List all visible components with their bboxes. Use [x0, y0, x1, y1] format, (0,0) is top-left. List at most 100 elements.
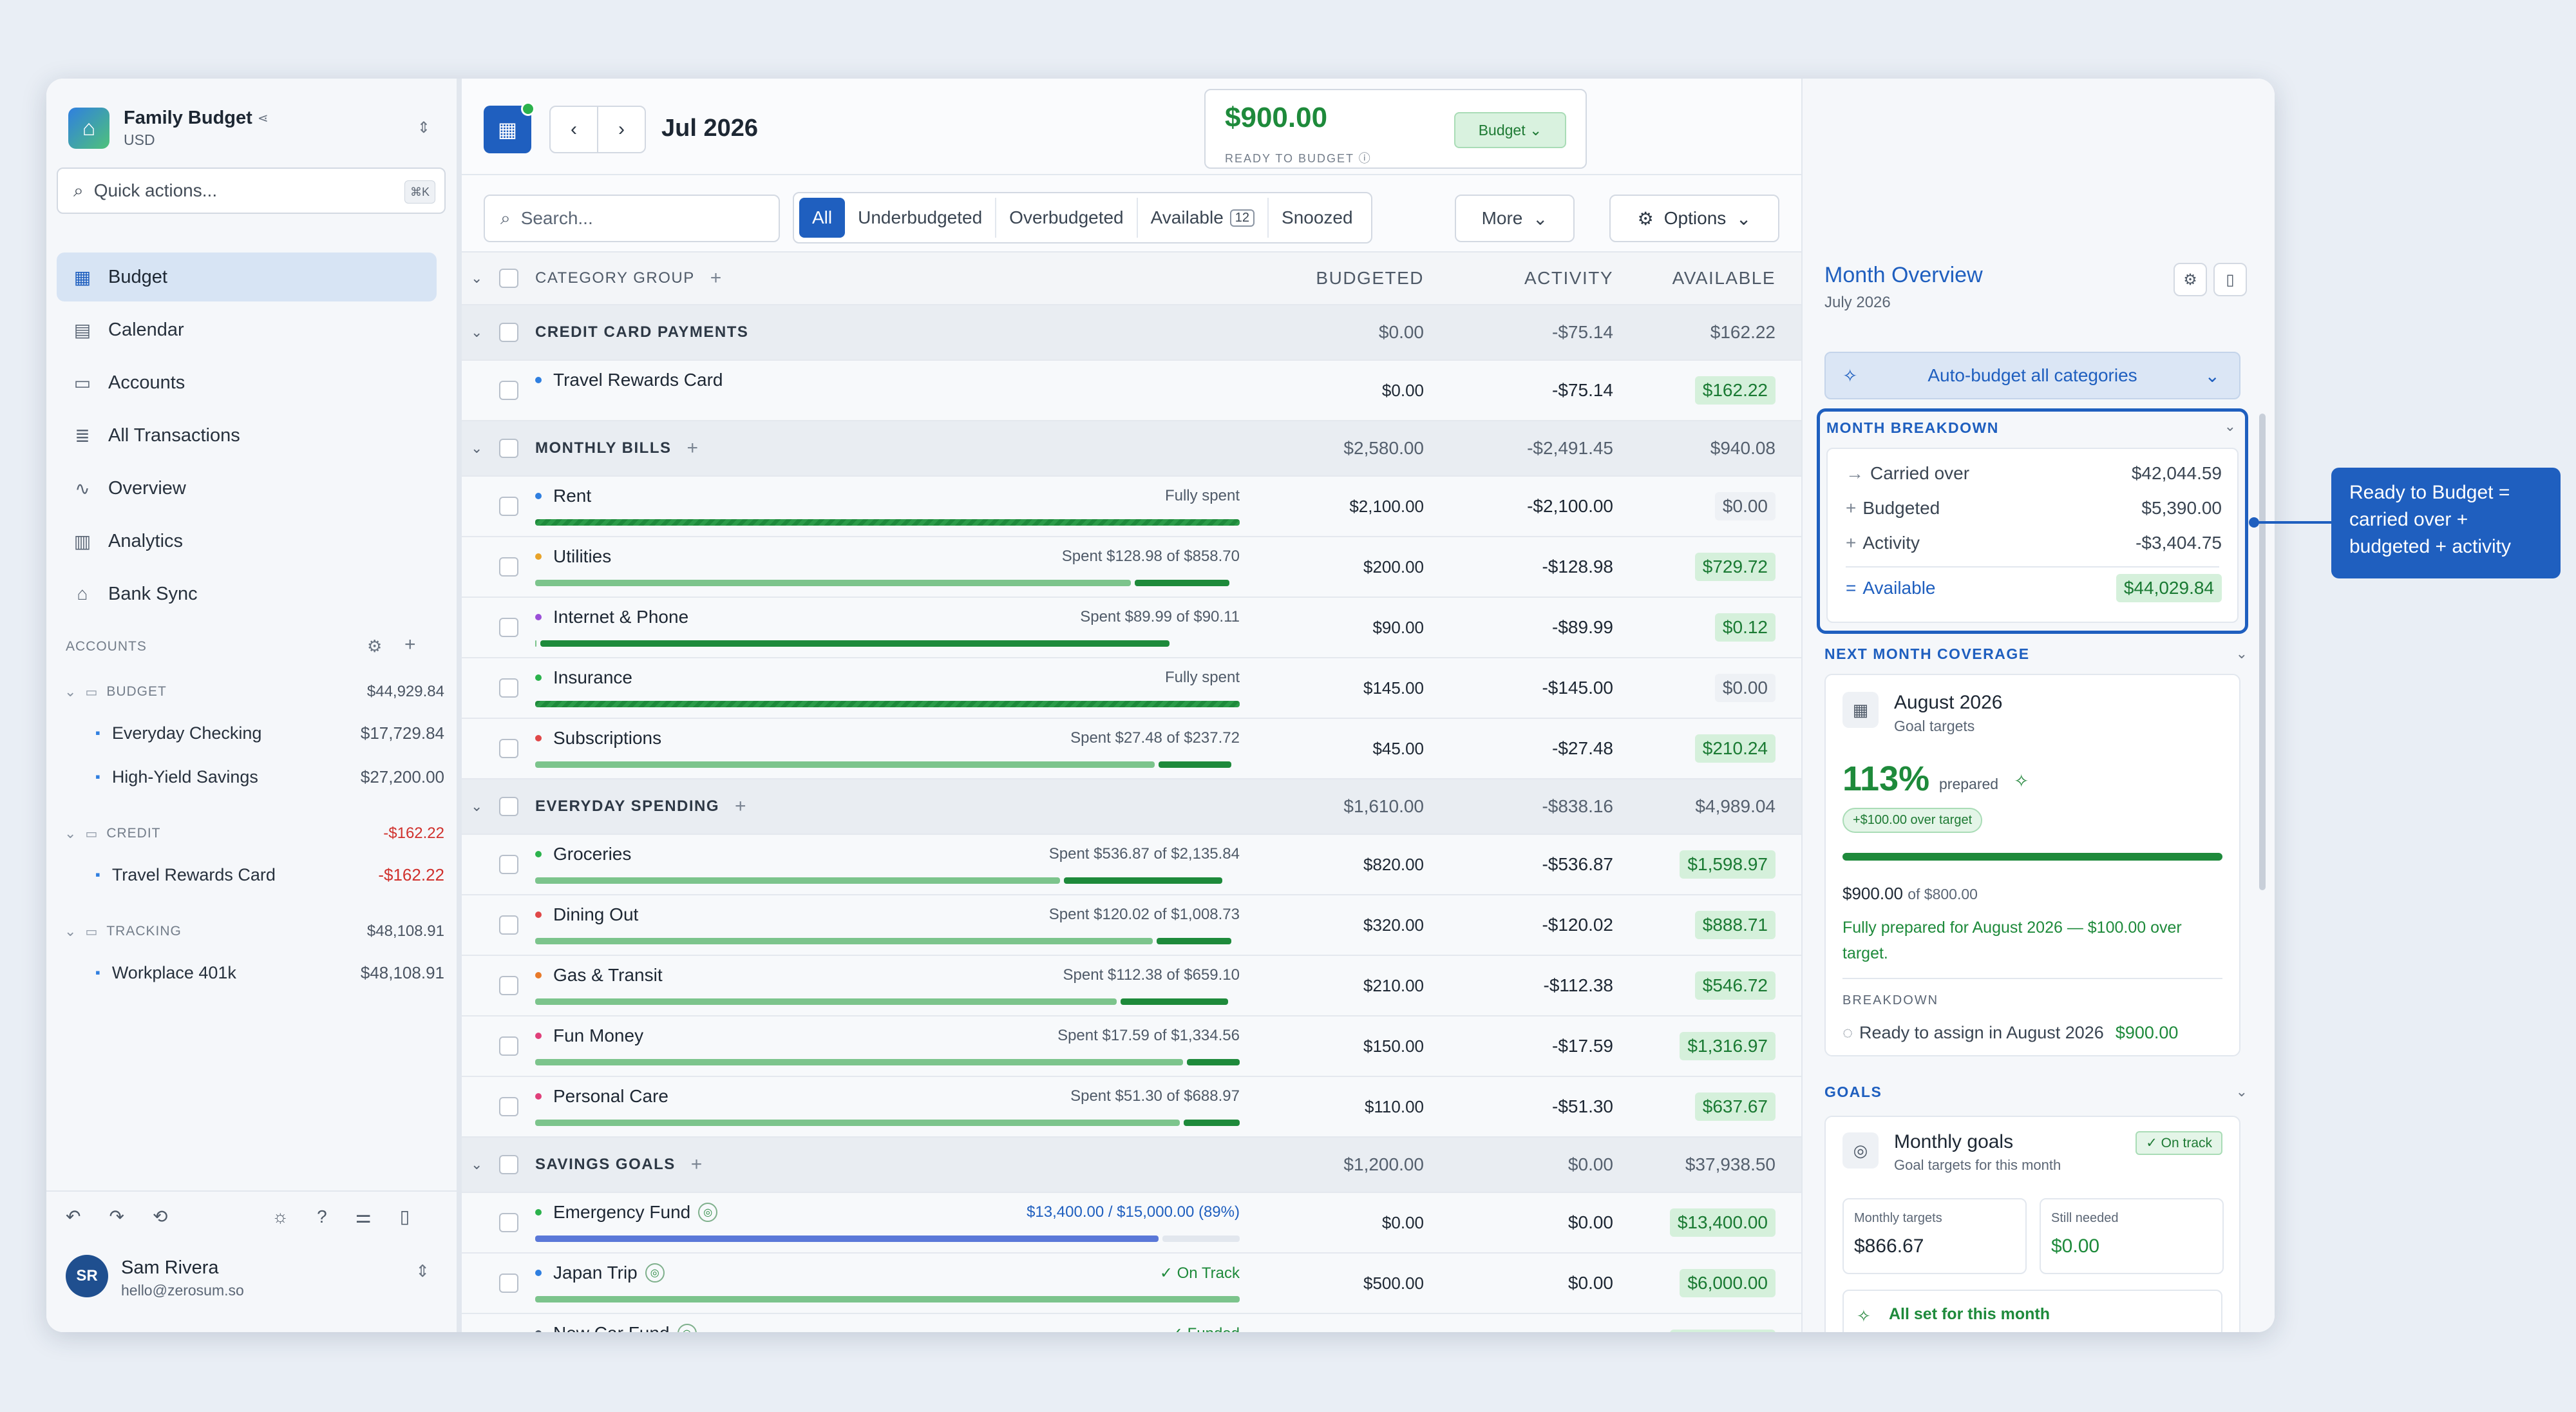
filter-snoozed[interactable]: Snoozed	[1282, 207, 1353, 227]
header-budgeted[interactable]: BUDGETED	[1316, 268, 1424, 288]
sidebar-item-bank-sync[interactable]: ⌂ Bank Sync	[57, 569, 437, 618]
category-checkbox[interactable]	[499, 976, 518, 995]
category-name[interactable]: Subscriptions	[535, 728, 661, 749]
available-pill[interactable]: $729.72	[1694, 553, 1776, 581]
avatar[interactable]: SR	[66, 1255, 108, 1297]
category-budgeted[interactable]: $0.00	[1269, 1193, 1424, 1252]
add-group-icon[interactable]: +	[710, 267, 723, 289]
theme-icon[interactable]: ☼	[272, 1206, 289, 1226]
account-group-tracking[interactable]: ⌄ ▭ TRACKING $48,108.91	[64, 917, 444, 946]
budget-button[interactable]: Budget ⌄	[1454, 112, 1566, 148]
category-budgeted[interactable]: $45.00	[1269, 719, 1424, 778]
available-pill[interactable]: $0.12	[1714, 613, 1776, 642]
category-name[interactable]: Rent	[535, 486, 591, 506]
group-checkbox[interactable]	[499, 323, 518, 342]
chevron-down-icon[interactable]: ⌄	[2235, 645, 2248, 662]
account-item[interactable]: ▪ Workplace 401k $48,108.91	[64, 959, 444, 987]
filter-underbudgeted[interactable]: Underbudgeted	[845, 198, 997, 238]
category-row[interactable]: Dining Out Spent $120.02 of $1,008.73 $320…	[462, 895, 1801, 956]
category-budgeted[interactable]: $110.00	[1269, 1077, 1424, 1136]
category-checkbox[interactable]	[499, 1097, 518, 1116]
available-pill[interactable]: $162.22	[1694, 376, 1776, 405]
panel-scrollbar[interactable]	[2259, 414, 2266, 890]
group-checkbox[interactable]	[499, 1155, 518, 1174]
calendar-button[interactable]: ▦	[484, 102, 535, 153]
auto-budget-button[interactable]: ✧ Auto-budget all categories ⌄	[1824, 352, 2240, 399]
info-icon[interactable]: ⓘ	[1358, 152, 1372, 165]
category-checkbox[interactable]	[499, 915, 518, 935]
account-item[interactable]: ▪ High-Yield Savings $27,200.00	[64, 763, 444, 791]
add-account-icon[interactable]: +	[404, 634, 416, 655]
category-budgeted[interactable]: $150.00	[1269, 1016, 1424, 1076]
category-name[interactable]: New Car Fund ◎	[535, 1323, 697, 1332]
category-budgeted[interactable]: $210.00	[1269, 956, 1424, 1015]
category-row[interactable]: Gas & Transit Spent $112.38 of $659.10 $21…	[462, 956, 1801, 1016]
share-icon[interactable]: ⋖	[257, 111, 269, 126]
sidebar-item-overview[interactable]: ∿ Overview	[57, 464, 437, 513]
category-checkbox[interactable]	[499, 557, 518, 577]
category-checkbox[interactable]	[499, 739, 518, 758]
category-name[interactable]: Gas & Transit	[535, 965, 663, 986]
account-item[interactable]: ▪ Everyday Checking $17,729.84	[64, 719, 444, 747]
chevron-down-icon[interactable]: ⌄	[2235, 1083, 2248, 1100]
available-pill[interactable]: $888.71	[1694, 911, 1776, 939]
available-pill[interactable]: $1,598.97	[1680, 850, 1776, 879]
panel-settings-button[interactable]: ⚙	[2174, 263, 2207, 296]
add-category-icon[interactable]: +	[735, 796, 748, 817]
chevron-down-icon[interactable]: ⌄	[471, 1156, 483, 1172]
sidebar-item-budget[interactable]: ▦ Budget	[57, 253, 437, 301]
available-pill[interactable]: $210.24	[1694, 734, 1776, 763]
select-all-checkbox[interactable]	[499, 269, 518, 288]
category-name[interactable]: Travel Rewards Card	[535, 370, 723, 390]
add-category-icon[interactable]: +	[690, 1154, 703, 1175]
category-checkbox[interactable]	[499, 855, 518, 874]
category-row[interactable]: Groceries Spent $536.87 of $2,135.84 $820.…	[462, 835, 1801, 895]
collapse-all-icon[interactable]: ⌄	[471, 270, 483, 286]
category-checkbox[interactable]	[499, 1274, 518, 1293]
undo-icon[interactable]: ↶	[66, 1207, 81, 1226]
category-checkbox[interactable]	[499, 497, 518, 516]
category-name[interactable]: Insurance	[535, 667, 632, 688]
sidebar-item-all-transactions[interactable]: ≣ All Transactions	[57, 411, 437, 460]
category-name[interactable]: Personal Care	[535, 1086, 668, 1107]
chevron-updown-icon[interactable]: ⇕	[415, 1261, 430, 1281]
available-pill[interactable]: $0.00	[1714, 492, 1776, 520]
account-item[interactable]: ▪ Travel Rewards Card -$162.22	[64, 861, 444, 889]
options-button[interactable]: ⚙ Options ⌄	[1609, 195, 1779, 242]
prev-month-button[interactable]: ‹	[549, 106, 598, 153]
sidebar-toggle-icon[interactable]: ▯	[399, 1207, 410, 1226]
available-pill[interactable]: $6,000.00	[1680, 1269, 1776, 1297]
available-pill[interactable]: $637.67	[1694, 1092, 1776, 1121]
category-name[interactable]: Japan Trip ◎	[535, 1263, 665, 1283]
sidebar-item-accounts[interactable]: ▭ Accounts	[57, 358, 437, 407]
header-available[interactable]: AVAILABLE	[1672, 268, 1776, 288]
category-budgeted[interactable]: $145.00	[1269, 658, 1424, 718]
group-row[interactable]: ⌄ CREDIT CARD PAYMENTS $0.00 -$75.14 $162.22	[462, 305, 1801, 361]
account-group-credit[interactable]: ⌄ ▭ CREDIT -$162.22	[64, 819, 444, 848]
more-button[interactable]: More ⌄	[1455, 195, 1575, 242]
category-checkbox[interactable]	[499, 381, 518, 400]
category-budgeted[interactable]: $320.00	[1269, 895, 1424, 955]
category-name[interactable]: Fun Money	[535, 1026, 643, 1046]
header-activity[interactable]: ACTIVITY	[1524, 268, 1613, 288]
category-row[interactable]: Internet & Phone Spent $89.99 of $90.11 $9…	[462, 598, 1801, 658]
sidebar-item-analytics[interactable]: ▥ Analytics	[57, 517, 437, 566]
available-pill[interactable]: $18,538.50	[1669, 1330, 1776, 1332]
available-pill[interactable]: $546.72	[1694, 971, 1776, 1000]
category-budgeted[interactable]: $820.00	[1269, 835, 1424, 894]
next-month-button[interactable]: ›	[597, 106, 646, 153]
available-pill[interactable]: $13,400.00	[1669, 1208, 1776, 1237]
category-row[interactable]: Insurance Fully spent $145.00 -$145.00 $0.00	[462, 658, 1801, 719]
chevron-down-icon[interactable]: ⌄	[471, 324, 483, 340]
sliders-icon[interactable]: ⚌	[355, 1207, 372, 1226]
quick-actions-input[interactable]: ⌕ Quick actions... ⌘K	[57, 167, 446, 214]
category-row[interactable]: Rent Fully spent $2,100.00 -$2,100.00 $0.00	[462, 477, 1801, 537]
category-row[interactable]: Japan Trip ◎ ✓ On Track $500.00 $0.00 $6,000.…	[462, 1254, 1801, 1314]
filter-overbudgeted[interactable]: Overbudgeted	[996, 198, 1138, 238]
group-row[interactable]: ⌄ MONTHLY BILLS + $2,580.00 -$2,491.45 $940.0…	[462, 421, 1801, 477]
category-row[interactable]: Subscriptions Spent $27.48 of $237.72 $45.…	[462, 719, 1801, 779]
group-checkbox[interactable]	[499, 797, 518, 816]
category-row[interactable]: New Car Fund ◎ ✓ Funded $700.00 $0.00 $18,538…	[462, 1314, 1801, 1332]
category-row[interactable]: Travel Rewards Card $0.00 -$75.14 $162.22	[462, 361, 1801, 421]
category-row[interactable]: Utilities Spent $128.98 of $858.70 $200.00…	[462, 537, 1801, 598]
